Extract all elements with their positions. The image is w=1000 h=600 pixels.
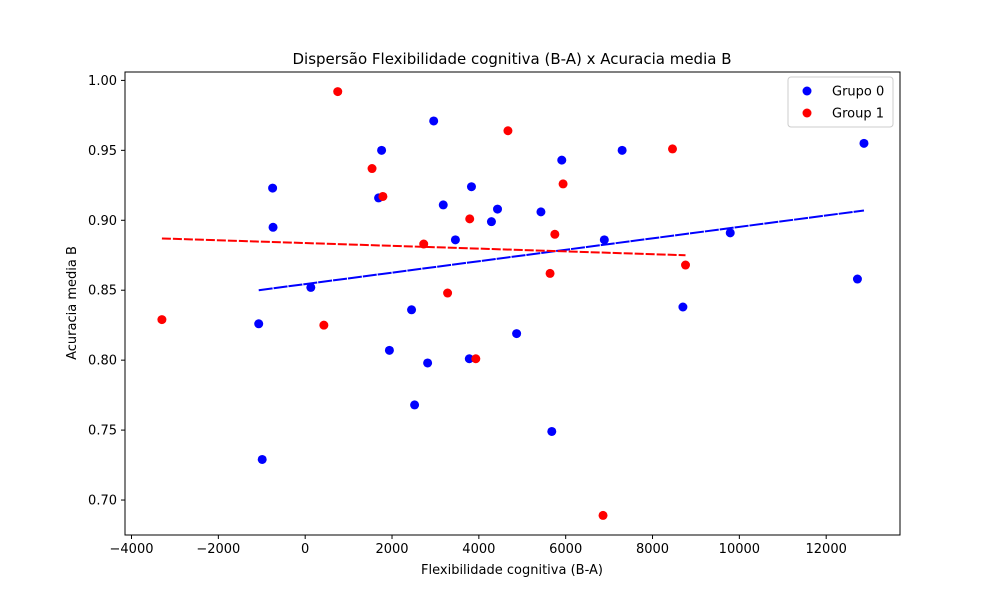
data-point-series-1 — [667, 144, 677, 154]
data-point-series-0 — [493, 204, 503, 214]
data-point-series-0 — [410, 400, 420, 410]
data-point-series-0 — [407, 305, 417, 315]
data-point-series-0 — [257, 454, 267, 464]
data-point-series-1 — [465, 214, 475, 224]
x-tick-label: −4000 — [110, 542, 154, 557]
legend-label: Grupo 0 — [832, 85, 884, 100]
x-tick-label: 10000 — [719, 542, 760, 557]
x-tick-label: −2000 — [196, 542, 240, 557]
data-point-series-0 — [377, 145, 387, 155]
x-axis: −4000 −2000 0 2000 4000 6000 8000 10000 12000 — [110, 535, 847, 557]
y-tick-label: 0.70 — [88, 494, 117, 509]
data-point-series-0 — [859, 138, 869, 148]
data-point-series-1 — [598, 510, 608, 520]
data-point-series-0 — [512, 329, 522, 339]
data-point-series-1 — [333, 87, 343, 97]
data-point-series-0 — [464, 354, 474, 364]
data-point-series-0 — [678, 302, 688, 312]
data-point-series-0 — [429, 116, 439, 126]
legend: Grupo 0 Group 1 — [787, 76, 894, 128]
data-point-series-1 — [558, 179, 568, 189]
x-tick-label: 4000 — [462, 542, 495, 557]
data-point-series-0 — [268, 183, 278, 193]
data-point-series-0 — [617, 145, 627, 155]
data-point-series-0 — [557, 155, 567, 165]
data-point-series-0 — [725, 228, 735, 238]
x-axis-title: Flexibilidade cognitiva (B-A) — [421, 563, 603, 578]
data-point-series-1 — [419, 239, 429, 249]
data-point-series-1 — [319, 320, 329, 330]
x-tick-label: 6000 — [549, 542, 582, 557]
y-axis: 0.70 0.75 0.80 0.85 0.90 0.95 1.00 — [88, 74, 125, 509]
data-point-series-1 — [443, 288, 453, 298]
data-point-series-0 — [450, 235, 460, 245]
y-tick-label: 1.00 — [88, 74, 117, 89]
chart-title: Dispersão Flexibilidade cognitiva (B-A) … — [293, 50, 732, 68]
y-tick-label: 0.85 — [88, 284, 117, 299]
data-point-series-0 — [599, 235, 609, 245]
data-point-series-0 — [547, 426, 557, 436]
data-point-series-1 — [550, 229, 560, 239]
legend-box — [787, 76, 894, 128]
legend-marker — [802, 86, 812, 96]
y-tick-label: 0.95 — [88, 144, 117, 159]
data-point-series-1 — [503, 126, 513, 136]
data-point-series-0 — [306, 282, 316, 292]
data-point-series-0 — [486, 217, 496, 227]
legend-label: Group 1 — [832, 107, 884, 122]
x-tick-label: 12000 — [806, 542, 847, 557]
data-point-series-1 — [378, 191, 388, 201]
x-tick-label: 8000 — [636, 542, 669, 557]
data-point-series-1 — [157, 315, 167, 325]
data-point-series-0 — [536, 207, 546, 217]
data-point-series-1 — [545, 268, 555, 278]
y-tick-label: 0.80 — [88, 354, 117, 369]
data-point-series-0 — [438, 200, 448, 210]
data-point-series-0 — [423, 358, 433, 368]
data-point-series-0 — [852, 274, 862, 284]
legend-marker — [802, 108, 812, 118]
data-point-series-1 — [681, 260, 691, 270]
data-point-series-1 — [471, 354, 481, 364]
plot-frame — [124, 71, 901, 536]
data-points — [157, 87, 869, 520]
data-point-series-0 — [268, 222, 278, 232]
y-tick-label: 0.75 — [88, 424, 117, 439]
data-point-series-0 — [466, 182, 476, 192]
x-tick-label: 0 — [301, 542, 309, 557]
plot-area — [125, 72, 900, 535]
x-tick-label: 2000 — [375, 542, 408, 557]
y-axis-title: Acuracia media B — [65, 246, 80, 360]
y-tick-label: 0.90 — [88, 214, 117, 229]
data-point-series-1 — [367, 164, 377, 174]
data-point-series-0 — [254, 319, 264, 329]
data-point-series-0 — [384, 345, 394, 355]
